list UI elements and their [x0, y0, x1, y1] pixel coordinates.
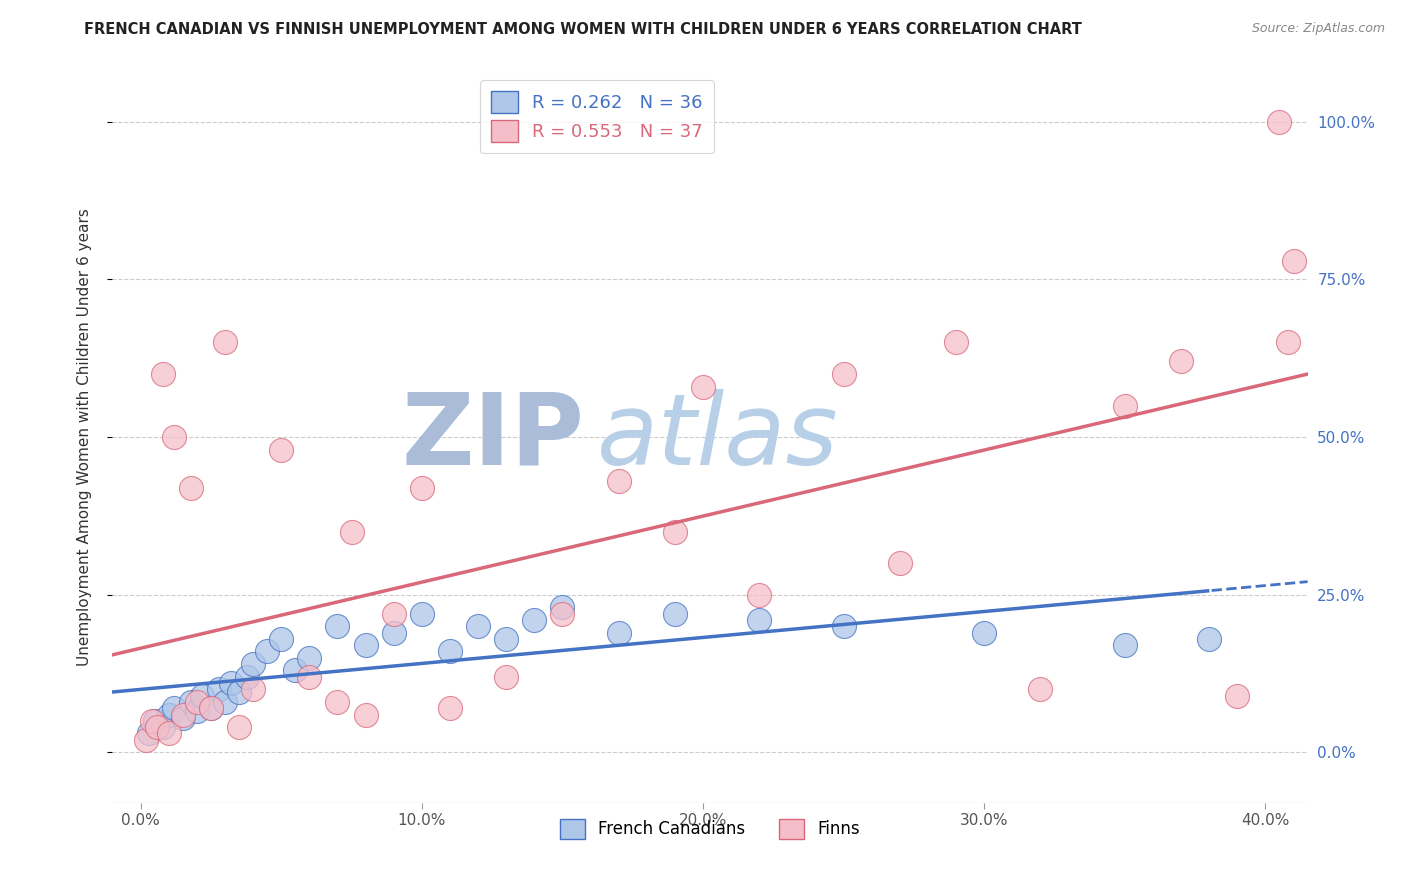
Point: [186, 705, 208, 719]
Point: [973, 625, 995, 640]
Point: [270, 442, 292, 457]
Point: [242, 657, 264, 671]
Point: [1277, 335, 1299, 350]
Point: [284, 664, 307, 678]
Point: [354, 707, 377, 722]
Point: [236, 670, 259, 684]
Point: [832, 367, 855, 381]
Point: [200, 701, 222, 715]
Point: [664, 607, 686, 621]
Point: [1226, 689, 1249, 703]
Legend: French Canadians, Finns: French Canadians, Finns: [554, 812, 866, 846]
Point: [135, 732, 157, 747]
Text: Source: ZipAtlas.com: Source: ZipAtlas.com: [1251, 22, 1385, 36]
Point: [382, 625, 405, 640]
Point: [382, 607, 405, 621]
Point: [228, 685, 250, 699]
Point: [495, 632, 517, 646]
Text: atlas: atlas: [596, 389, 838, 485]
Point: [326, 695, 349, 709]
Point: [467, 619, 489, 633]
Point: [664, 524, 686, 539]
Point: [411, 607, 433, 621]
Point: [180, 695, 202, 709]
Point: [200, 701, 222, 715]
Point: [748, 613, 770, 627]
Point: [298, 650, 321, 665]
Point: [607, 474, 630, 488]
Point: [1114, 399, 1136, 413]
Point: [411, 481, 433, 495]
Point: [256, 644, 278, 658]
Point: [152, 367, 174, 381]
Text: FRENCH CANADIAN VS FINNISH UNEMPLOYMENT AMONG WOMEN WITH CHILDREN UNDER 6 YEARS : FRENCH CANADIAN VS FINNISH UNEMPLOYMENT …: [84, 22, 1083, 37]
Point: [228, 720, 250, 734]
Point: [439, 701, 461, 715]
Point: [242, 682, 264, 697]
Point: [163, 701, 186, 715]
Point: [1114, 638, 1136, 652]
Point: [141, 714, 163, 728]
Point: [270, 632, 292, 646]
Point: [354, 638, 377, 652]
Point: [157, 726, 180, 740]
Point: [523, 613, 546, 627]
Point: [172, 711, 194, 725]
Point: [1282, 253, 1305, 268]
Point: [1268, 115, 1291, 129]
Point: [163, 430, 186, 444]
Point: [340, 524, 363, 539]
Y-axis label: Unemployment Among Women with Children Under 6 years: Unemployment Among Women with Children U…: [77, 208, 91, 666]
Point: [152, 720, 174, 734]
Point: [832, 619, 855, 633]
Point: [214, 335, 236, 350]
Point: [945, 335, 967, 350]
Point: [172, 707, 194, 722]
Point: [692, 379, 714, 393]
Point: [191, 689, 214, 703]
Point: [186, 695, 208, 709]
Point: [157, 707, 180, 722]
Point: [326, 619, 349, 633]
Point: [214, 695, 236, 709]
Point: [146, 720, 169, 734]
Point: [439, 644, 461, 658]
Point: [298, 670, 321, 684]
Point: [748, 588, 770, 602]
Text: ZIP: ZIP: [402, 389, 585, 485]
Point: [889, 556, 911, 570]
Point: [1170, 354, 1192, 368]
Point: [1029, 682, 1052, 697]
Point: [1198, 632, 1220, 646]
Point: [138, 726, 160, 740]
Point: [495, 670, 517, 684]
Point: [551, 600, 574, 615]
Point: [219, 676, 242, 690]
Point: [607, 625, 630, 640]
Point: [208, 682, 231, 697]
Point: [180, 481, 202, 495]
Point: [551, 607, 574, 621]
Point: [143, 714, 166, 728]
